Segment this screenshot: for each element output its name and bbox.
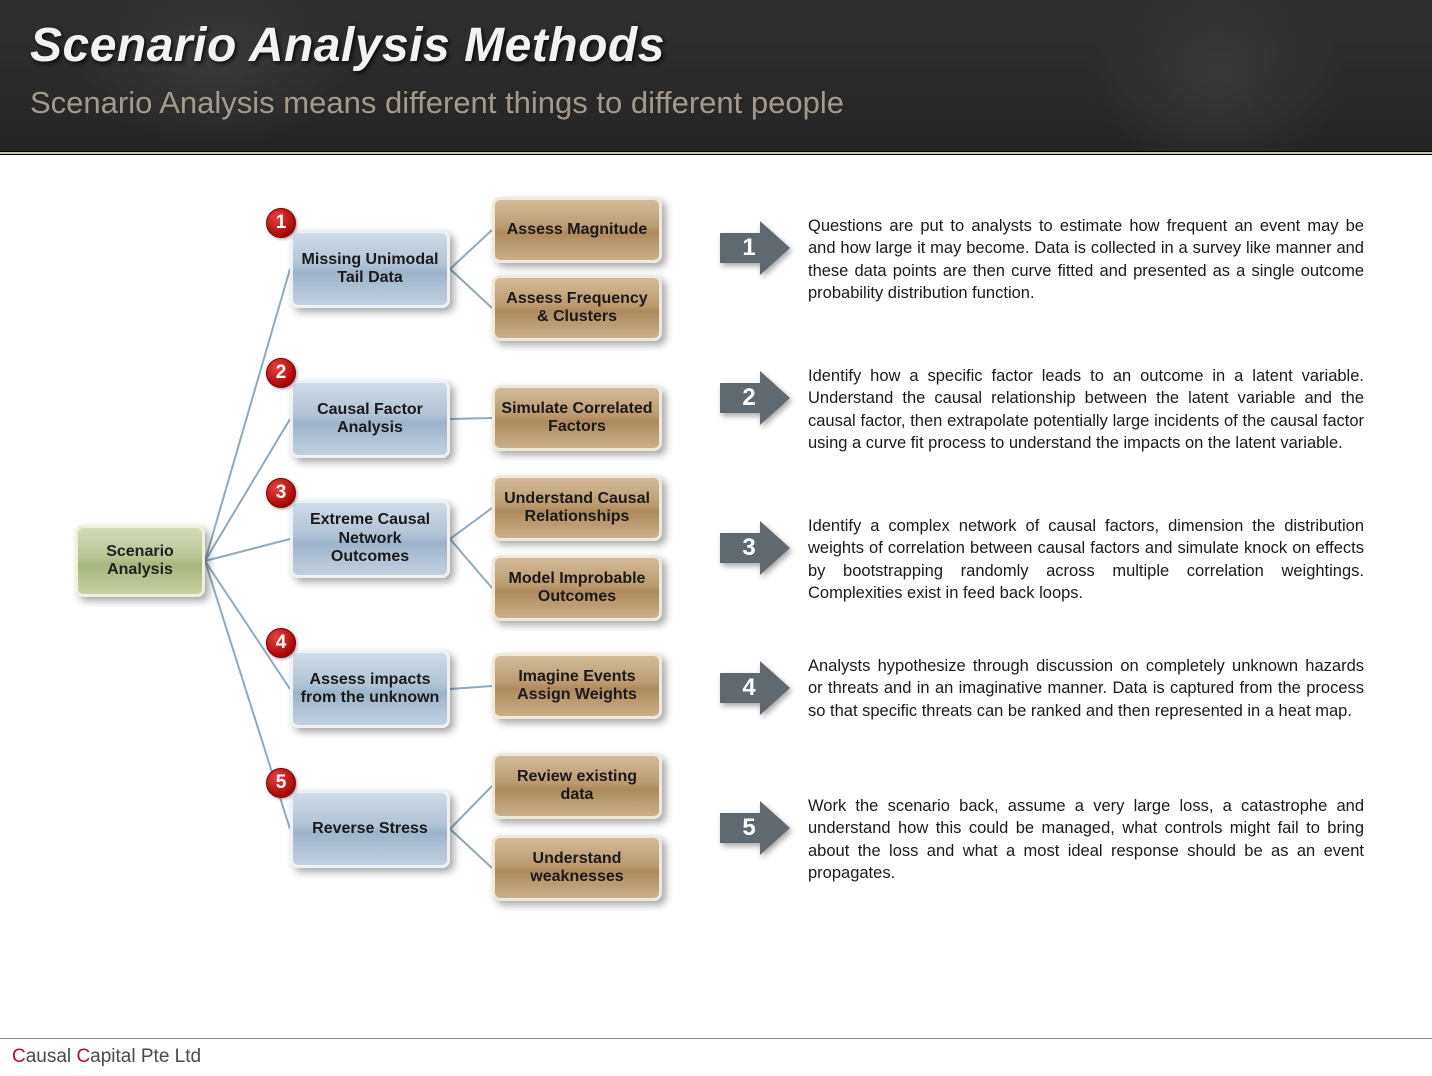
level3-node-label: Understand Causal Relationships bbox=[501, 490, 653, 527]
level3-node: Understand weaknesses bbox=[492, 835, 662, 901]
explanation-row: 3 Identify a complex network of causal fa… bbox=[720, 515, 1400, 604]
level3-node-label: Assess Frequency & Clusters bbox=[501, 290, 653, 327]
root-node-label: Scenario Analysis bbox=[84, 543, 196, 580]
level2-node-label: Assess impacts from the unknown bbox=[299, 671, 441, 708]
level2-node-label: Missing Unimodal Tail Data bbox=[299, 251, 441, 288]
level2-node: Extreme Causal Network Outcomes bbox=[290, 500, 450, 578]
level3-node: Assess Frequency & Clusters bbox=[492, 275, 662, 341]
arrow-number: 3 bbox=[742, 534, 755, 562]
branch-badge: 1 bbox=[266, 208, 296, 238]
level3-node: Model Improbable Outcomes bbox=[492, 555, 662, 621]
level3-node: Assess Magnitude bbox=[492, 197, 662, 263]
arrow-icon: 4 bbox=[720, 661, 790, 715]
arrow-number: 1 bbox=[742, 234, 755, 262]
footer-text-2: apital Pte Ltd bbox=[90, 1046, 201, 1067]
slide-header: Scenario Analysis Methods Scenario Analy… bbox=[0, 0, 1432, 155]
explanation-row: 5 Work the scenario back, assume a very l… bbox=[720, 795, 1400, 884]
root-node: Scenario Analysis bbox=[75, 525, 205, 597]
level3-node-label: Assess Magnitude bbox=[507, 221, 647, 239]
explanation-text: Work the scenario back, assume a very la… bbox=[808, 795, 1400, 884]
arrow-number: 4 bbox=[742, 674, 755, 702]
slide-content: Scenario Analysis Missing Unimodal Tail … bbox=[0, 155, 1432, 1036]
footer-accent-1: C bbox=[12, 1046, 26, 1067]
branch-badge: 5 bbox=[266, 768, 296, 798]
arrow-icon: 3 bbox=[720, 521, 790, 575]
footer-text-1: ausal bbox=[26, 1046, 77, 1067]
branch-badge: 2 bbox=[266, 358, 296, 388]
footer-accent-2: C bbox=[76, 1046, 90, 1067]
explanation-text: Questions are put to analysts to estimat… bbox=[808, 215, 1400, 304]
level3-node-label: Understand weaknesses bbox=[501, 850, 653, 887]
explanation-row: 4 Analysts hypothesize through discussion… bbox=[720, 655, 1400, 722]
level3-node-label: Imagine Events Assign Weights bbox=[501, 668, 653, 705]
level2-node-label: Extreme Causal Network Outcomes bbox=[299, 511, 441, 566]
explanation-row: 1 Questions are put to analysts to estima… bbox=[720, 215, 1400, 304]
page-subtitle: Scenario Analysis means different things… bbox=[30, 85, 1402, 121]
level2-node-label: Reverse Stress bbox=[312, 820, 428, 838]
arrow-icon: 2 bbox=[720, 371, 790, 425]
level2-node-label: Causal Factor Analysis bbox=[299, 401, 441, 438]
page-title: Scenario Analysis Methods bbox=[30, 18, 1402, 73]
level3-node-label: Model Improbable Outcomes bbox=[501, 570, 653, 607]
arrow-icon: 5 bbox=[720, 801, 790, 855]
arrow-icon: 1 bbox=[720, 221, 790, 275]
explanation-text: Identify how a specific factor leads to … bbox=[808, 365, 1400, 454]
footer: Causal Capital Pte Ltd bbox=[0, 1038, 1432, 1076]
explanation-row: 2 Identify how a specific factor leads to… bbox=[720, 365, 1400, 454]
level3-node-label: Simulate Correlated Factors bbox=[501, 400, 653, 437]
level3-node: Simulate Correlated Factors bbox=[492, 385, 662, 451]
level2-node: Causal Factor Analysis bbox=[290, 380, 450, 458]
level2-node: Missing Unimodal Tail Data bbox=[290, 230, 450, 308]
level2-node: Assess impacts from the unknown bbox=[290, 650, 450, 728]
explanation-text: Analysts hypothesize through discussion … bbox=[808, 655, 1400, 722]
level3-node: Imagine Events Assign Weights bbox=[492, 653, 662, 719]
explanation-text: Identify a complex network of causal fac… bbox=[808, 515, 1400, 604]
branch-badge: 3 bbox=[266, 478, 296, 508]
branch-badge: 4 bbox=[266, 628, 296, 658]
level3-node: Review existing data bbox=[492, 753, 662, 819]
tree-diagram: Scenario Analysis Missing Unimodal Tail … bbox=[0, 155, 700, 1036]
arrow-number: 5 bbox=[742, 814, 755, 842]
level3-node: Understand Causal Relationships bbox=[492, 475, 662, 541]
level3-node-label: Review existing data bbox=[501, 768, 653, 805]
level2-node: Reverse Stress bbox=[290, 790, 450, 868]
arrow-number: 2 bbox=[742, 384, 755, 412]
